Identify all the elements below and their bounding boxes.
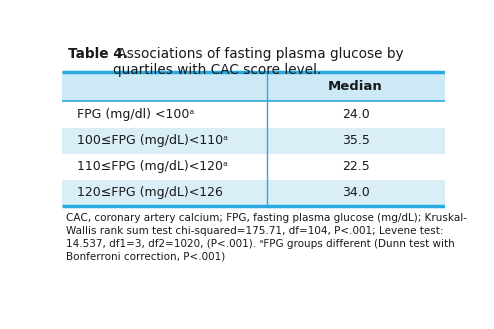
Text: Median: Median bbox=[328, 80, 383, 93]
Text: 35.5: 35.5 bbox=[342, 134, 370, 147]
Text: 24.0: 24.0 bbox=[342, 108, 370, 121]
Text: 100≤FPG (mg/dL)<110ᵃ: 100≤FPG (mg/dL)<110ᵃ bbox=[77, 134, 228, 147]
Text: 34.0: 34.0 bbox=[342, 186, 370, 199]
Text: 120≤FPG (mg/dL)<126: 120≤FPG (mg/dL)<126 bbox=[77, 186, 223, 199]
Text: CAC, coronary artery calcium; FPG, fasting plasma glucose (mg/dL); Kruskal-
Wall: CAC, coronary artery calcium; FPG, fasti… bbox=[66, 214, 466, 262]
Text: 110≤FPG (mg/dL)<120ᵃ: 110≤FPG (mg/dL)<120ᵃ bbox=[77, 160, 228, 173]
Text: Table 4.: Table 4. bbox=[68, 47, 128, 61]
Text: FPG (mg/dl) <100ᵃ: FPG (mg/dl) <100ᵃ bbox=[77, 108, 194, 121]
Text: Associations of fasting plasma glucose by
quartiles with CAC score level.: Associations of fasting plasma glucose b… bbox=[113, 47, 404, 77]
Text: 22.5: 22.5 bbox=[342, 160, 370, 173]
